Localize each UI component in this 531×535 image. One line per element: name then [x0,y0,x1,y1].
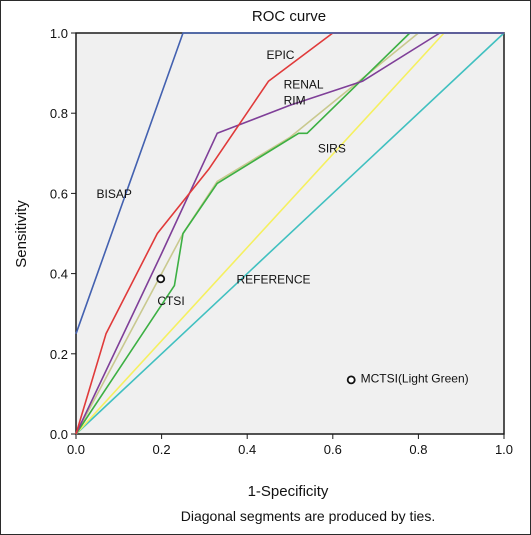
series-line-bisap [75,32,504,335]
annotation-ctsi: CTSI [157,294,184,308]
annotation-reference: REFERENCE [237,273,311,287]
x-tick-label: 1.0 [495,442,513,457]
y-tick-label: 0.4 [50,267,68,282]
y-axis-label: Sensitivity [13,200,30,268]
ctsi-marker [156,274,166,284]
annotation-epic: EPIC [266,48,294,62]
mctsi-marker [346,375,356,385]
x-tick-label: 0.4 [238,442,256,457]
x-tick-label: 0.6 [324,442,342,457]
series-line-reference [75,32,505,435]
series-line-sirs [75,32,504,435]
x-tick-label: 0.0 [67,442,85,457]
annotation-renal: RENAL [284,77,324,91]
annotation-bisap: BISAP [97,187,132,201]
footnote: Diagonal segments are produced by ties. [181,508,435,524]
y-tick-label: 1.0 [50,26,68,41]
y-tick-label: 0.8 [50,106,68,121]
y-tick-label: 0.6 [50,186,68,201]
annotation-mctsi-light-green: MCTSI(Light Green) [361,372,469,386]
x-tick-label: 0.2 [153,442,171,457]
annotation-rim: RIM [284,93,306,107]
y-tick-label: 0.2 [50,347,68,362]
chart-title: ROC curve [252,8,326,25]
x-axis-label: 1-Specificity [248,483,329,500]
x-tick-label: 0.8 [409,442,427,457]
annotation-sirs: SIRS [318,141,346,155]
y-tick-label: 0.0 [50,427,68,442]
